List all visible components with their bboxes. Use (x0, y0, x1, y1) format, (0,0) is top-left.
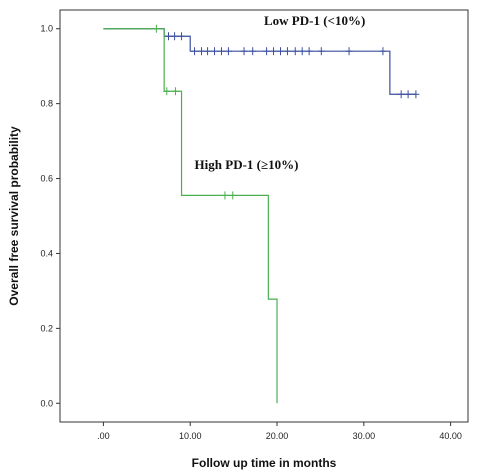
censor-mark (404, 90, 412, 99)
series-lines (103, 28, 416, 404)
censor-mark (412, 90, 420, 99)
x-axis-label: Follow up time in months (192, 456, 337, 470)
series-line-1 (103, 28, 278, 404)
censor-mark (276, 47, 284, 56)
censor-marks (152, 24, 420, 200)
x-tick-label: 20.00 (266, 431, 289, 441)
x-tick-label: 10.00 (179, 431, 202, 441)
x-tick-label: .00 (97, 431, 110, 441)
annotation-low-pd1: Low PD-1 (<10%) (264, 13, 365, 28)
annotation-high-pd1: High PD-1 (≥10%) (195, 157, 299, 172)
censor-mark (211, 47, 219, 56)
censor-mark (397, 90, 405, 99)
censor-mark (249, 47, 257, 56)
censor-mark (221, 191, 229, 200)
plot-frame (59, 9, 469, 423)
censor-mark (270, 47, 278, 56)
x-tick-label: 40.00 (439, 431, 462, 441)
censor-mark (163, 87, 171, 96)
censor-mark (178, 32, 186, 41)
censor-mark (171, 32, 179, 41)
censor-mark (317, 47, 325, 56)
censor-mark (197, 47, 205, 56)
censor-mark (224, 47, 232, 56)
censor-mark (240, 47, 248, 56)
y-axis-label: Overall free survival probability (7, 126, 21, 306)
y-tick-label: 0.8 (40, 99, 53, 109)
censor-mark (191, 47, 199, 56)
y-tick-label: 0.4 (40, 248, 53, 258)
censor-mark (298, 47, 306, 56)
y-tick-label: 0.6 (40, 174, 53, 184)
censor-mark (305, 47, 313, 56)
series-line-0 (103, 28, 416, 95)
censor-mark (229, 191, 237, 200)
x-tick-label: 30.00 (353, 431, 376, 441)
censor-mark (152, 24, 160, 33)
censor-mark (165, 32, 173, 41)
axis-ticks: .00 10.00 20.00 30.00 40.00 0.0 0.2 0.4 0.6 0.8 1.… (40, 24, 461, 441)
y-tick-label: 0.0 (40, 398, 53, 408)
y-tick-label: 0.2 (40, 323, 53, 333)
censor-mark (345, 47, 353, 56)
censor-mark (204, 47, 212, 56)
censor-mark (217, 47, 225, 56)
censor-mark (283, 47, 291, 56)
censor-mark (263, 47, 271, 56)
y-tick-label: 1.0 (40, 24, 53, 34)
censor-mark (291, 47, 299, 56)
censor-mark (379, 47, 387, 56)
censor-mark (171, 87, 179, 96)
